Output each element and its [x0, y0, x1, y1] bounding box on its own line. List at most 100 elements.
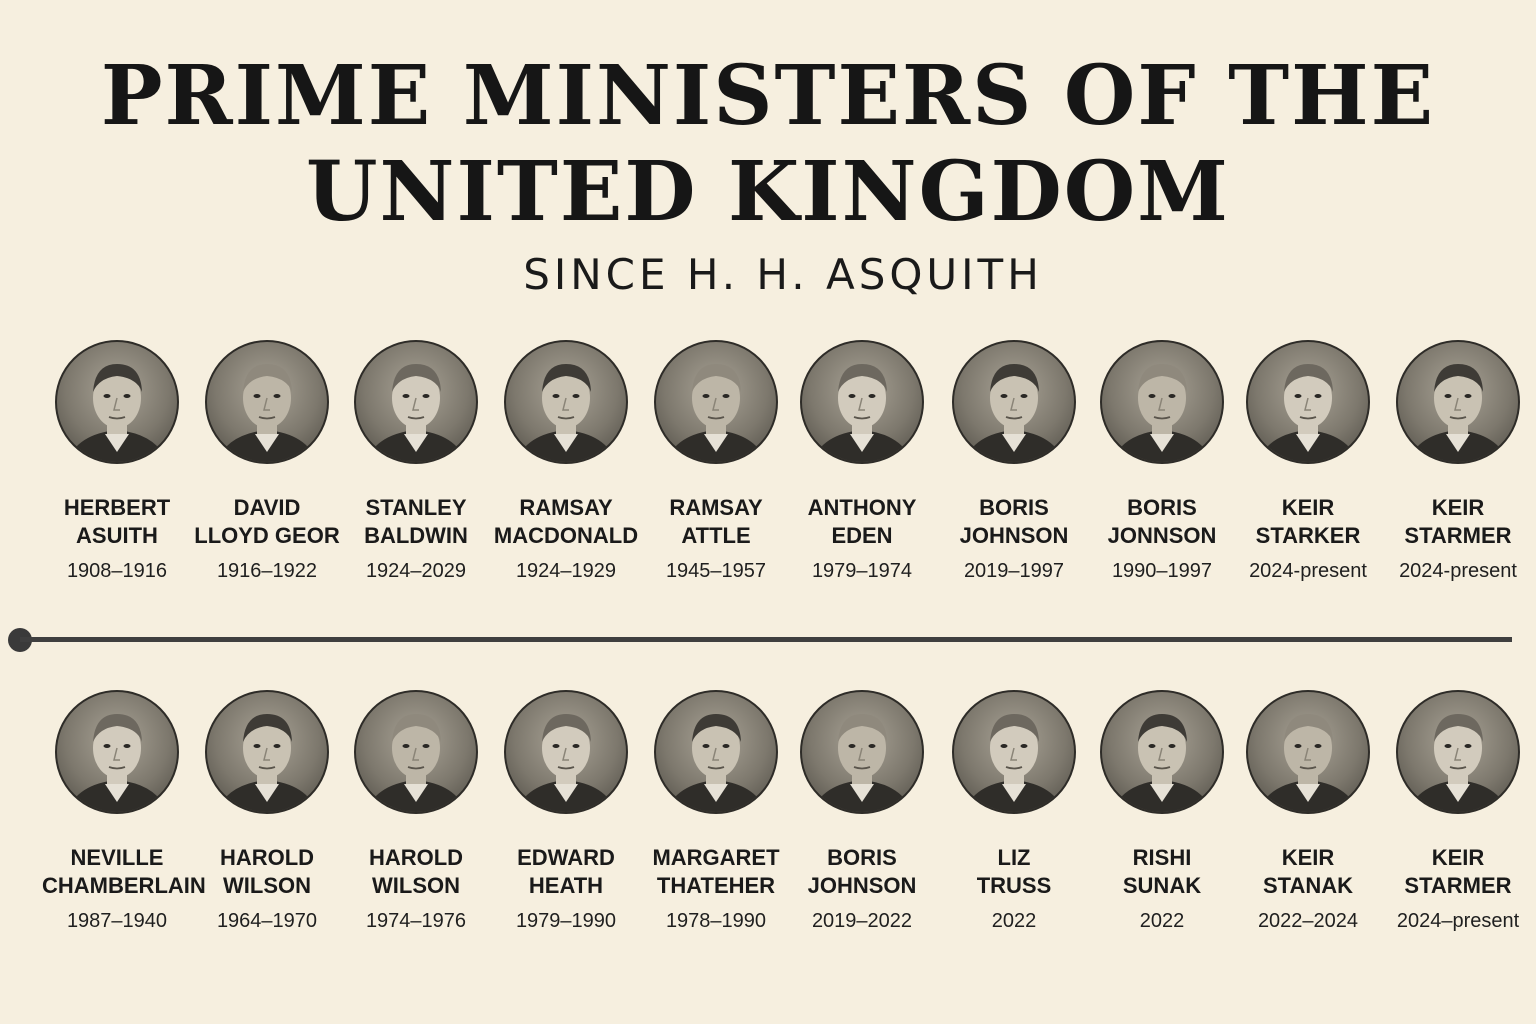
pm-first-name: LIZ [997, 845, 1031, 870]
title-line-2: UNITED KINGDOM [306, 144, 1230, 240]
pm-last-name: HEATH [528, 873, 604, 898]
pm-name: RAMSAY MACDONALD [491, 494, 641, 550]
pm-name: HAROLD WILSON [192, 844, 342, 900]
pm-term-years: 1916–1922 [216, 560, 318, 582]
pm-last-name: ATTLE [681, 523, 751, 548]
pm-last-name: STARMER [1404, 873, 1512, 898]
portrait-photo [654, 340, 778, 464]
pm-last-name: TRUSS [976, 873, 1052, 898]
pm-name: KEIR STARKER [1233, 494, 1383, 550]
prime-minister-card: STANLEY BALDWIN 1924–2029 [341, 340, 491, 583]
pm-term-years: 1987–1940 [66, 910, 168, 932]
portrait-photo [504, 340, 628, 464]
pm-name: BORIS JONNSON [1087, 494, 1237, 550]
pm-term-years: 1964–1970 [216, 910, 318, 932]
pm-first-name: HAROLD [219, 845, 315, 870]
pm-last-name: ASUITH [76, 523, 158, 548]
prime-minister-card: HAROLD WILSON 1964–1970 [192, 690, 342, 933]
pm-name: EDWARD HEATH [491, 844, 641, 900]
pm-first-name: BORIS [827, 845, 897, 870]
pm-term-years: 2022 [1139, 910, 1185, 932]
pm-last-name: WILSON [372, 873, 460, 898]
pm-last-name: THATEHER [656, 873, 776, 898]
pm-term-years: 2019–1997 [963, 560, 1065, 582]
pm-name: KEIR STANAK [1233, 844, 1383, 900]
pm-last-name: WILSON [223, 873, 311, 898]
pm-first-name: BORIS [979, 495, 1049, 520]
pm-term-years: 2024–present [1396, 910, 1520, 932]
portrait-photo [654, 690, 778, 814]
prime-minister-card: ANTHONY EDEN 1979–1974 [787, 340, 937, 583]
pm-first-name: HERBERT [63, 495, 171, 520]
portrait-photo [205, 690, 329, 814]
pm-term-years: 1979–1974 [811, 560, 913, 582]
pm-term-years: 1924–2029 [365, 560, 467, 582]
pm-last-name: JONNSON [1107, 523, 1217, 548]
portrait-photo [205, 340, 329, 464]
pm-name: KEIR STARMER [1383, 494, 1533, 550]
pm-term-years: 2022 [991, 910, 1037, 932]
pm-first-name: HAROLD [368, 845, 464, 870]
pm-first-name: ANTHONY [807, 495, 917, 520]
pm-first-name: NEVILLE [70, 845, 164, 870]
pm-first-name: KEIR [1281, 845, 1335, 870]
portrait-photo [952, 340, 1076, 464]
portrait-photo [504, 690, 628, 814]
prime-minister-card: HAROLD WILSON 1974–1976 [341, 690, 491, 933]
prime-minister-card: NEVILLE CHAMBERLAIN 1987–1940 [42, 690, 206, 933]
pm-name: RISHI SUNAK [1087, 844, 1237, 900]
portrait-photo [1246, 690, 1370, 814]
pm-last-name: JOHNSON [807, 873, 917, 898]
portrait-photo [1396, 340, 1520, 464]
pm-name: STANLEY BALDWIN [341, 494, 491, 550]
prime-minister-card: RAMSAY ATTLE 1945–1957 [641, 340, 791, 583]
pm-first-name: STANLEY [365, 495, 467, 520]
pm-term-years: 2022–2024 [1257, 910, 1359, 932]
pm-first-name: KEIR [1281, 495, 1335, 520]
pm-last-name: STARMER [1404, 523, 1512, 548]
prime-minister-card: BORIS JONNSON 1990–1997 [1087, 340, 1237, 583]
pm-term-years: 2024-present [1249, 560, 1367, 582]
pm-name: NEVILLE CHAMBERLAIN [42, 844, 206, 900]
prime-minister-card: BORIS JOHNSON 2019–1997 [939, 340, 1089, 583]
pm-term-years: 1974–1976 [365, 910, 467, 932]
page-subtitle: SINCE H. H. ASQUITH [523, 250, 1043, 299]
pm-first-name: KEIR [1431, 495, 1485, 520]
pm-name: HAROLD WILSON [341, 844, 491, 900]
pm-last-name: EDEN [831, 523, 893, 548]
portrait-photo [800, 690, 924, 814]
pm-last-name: CHAMBERLAIN [42, 873, 206, 898]
pm-name: RAMSAY ATTLE [641, 494, 791, 550]
pm-name: BORIS JOHNSON [787, 844, 937, 900]
pm-first-name: MARGARET [652, 845, 780, 870]
pm-name: DAVID LLOYD GEOR [192, 494, 342, 550]
prime-minister-card: EDWARD HEATH 1979–1990 [491, 690, 641, 933]
prime-minister-card: RAMSAY MACDONALD 1924–1929 [491, 340, 641, 583]
prime-minister-card: KEIR STANAK 2022–2024 [1233, 690, 1383, 933]
pm-term-years: 1978–1990 [665, 910, 767, 932]
prime-minister-card: KEIR STARMER 2024-present [1383, 340, 1533, 583]
portrait-photo [1100, 690, 1224, 814]
pm-first-name: KEIR [1431, 845, 1485, 870]
pm-term-years: 2019–2022 [811, 910, 913, 932]
pm-name: BORIS JOHNSON [939, 494, 1089, 550]
prime-minister-card: BORIS JOHNSON 2019–2022 [787, 690, 937, 933]
prime-minister-card: RISHI SUNAK 2022 [1087, 690, 1237, 933]
pm-last-name: JOHNSON [959, 523, 1069, 548]
pm-term-years: 2024-present [1399, 560, 1517, 582]
timeline-line [20, 637, 1512, 642]
portrait-photo [1246, 340, 1370, 464]
pm-last-name: SUNAK [1122, 873, 1202, 898]
pm-first-name: BORIS [1127, 495, 1197, 520]
pm-first-name: DAVID [233, 495, 301, 520]
prime-minister-card: KEIR STARMER 2024–present [1383, 690, 1533, 933]
title-line-1: PRIME MINISTERS OF THE [100, 48, 1436, 144]
pm-last-name: STANAK [1262, 873, 1354, 898]
pm-name: ANTHONY EDEN [787, 494, 937, 550]
pm-first-name: RAMSAY [519, 495, 613, 520]
portrait-photo [1396, 690, 1520, 814]
prime-minister-card: LIZ TRUSS 2022 [939, 690, 1089, 933]
pm-term-years: 1945–1957 [665, 560, 767, 582]
portrait-photo [1100, 340, 1224, 464]
portrait-photo [354, 340, 478, 464]
